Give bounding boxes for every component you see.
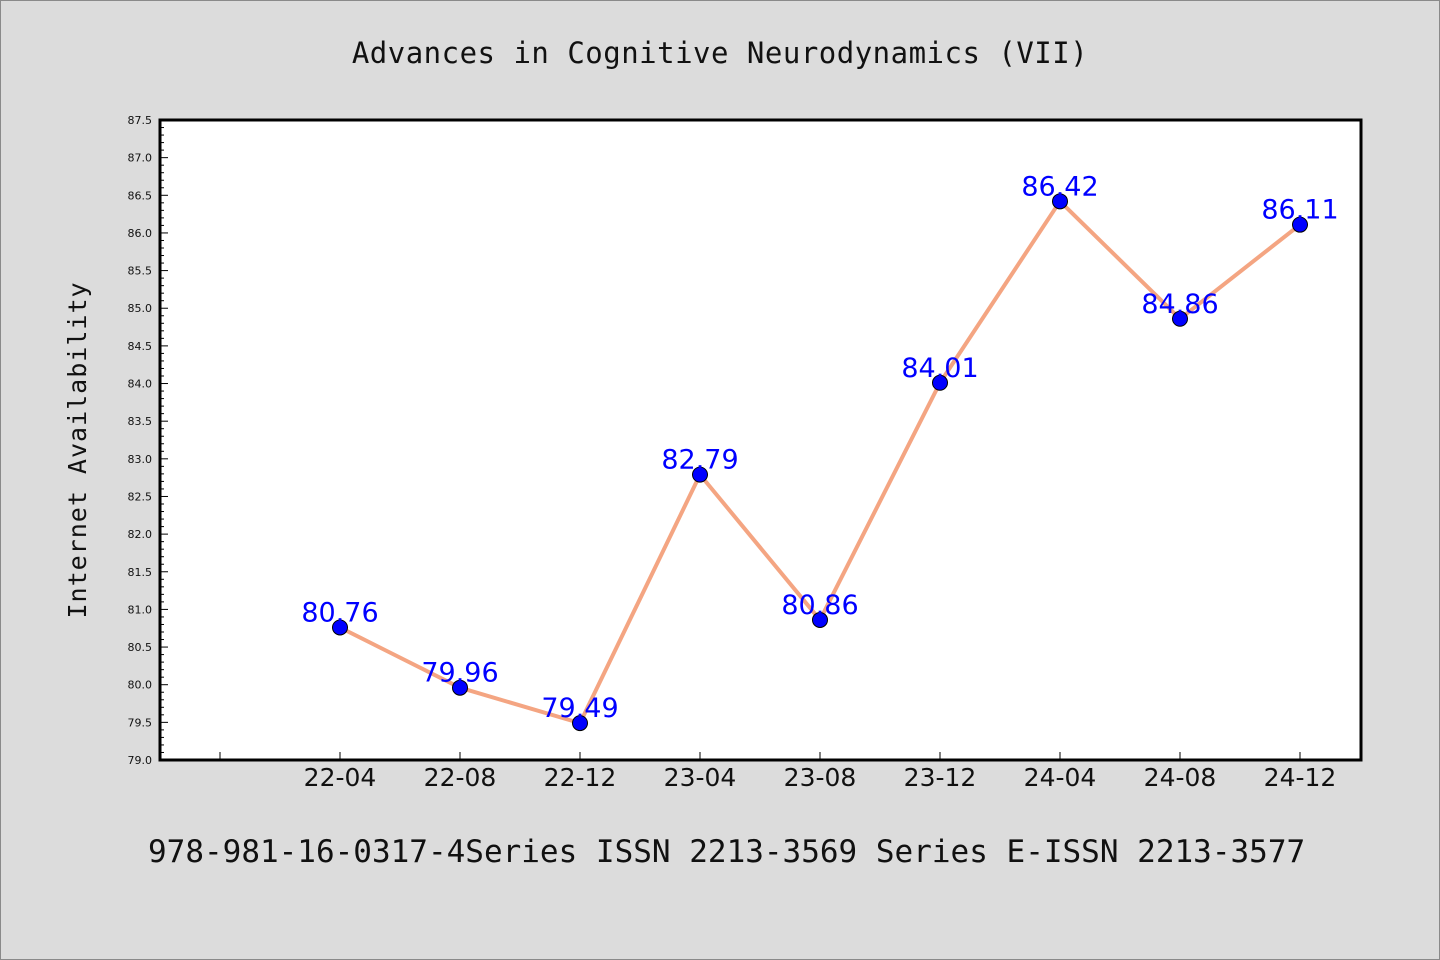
- data-label: 80.76: [301, 597, 378, 628]
- data-label: 84.86: [1141, 289, 1218, 320]
- y-axis: 79.0 79.5 80.0 80.5 81.0 81.5 82.0 82.5 83.0 83.5…: [128, 114, 168, 767]
- y-tick-label: 79.0: [128, 754, 153, 767]
- y-tick-label: 83.5: [128, 415, 153, 428]
- data-label: 86.11: [1261, 195, 1338, 226]
- data-point: [1052, 193, 1068, 210]
- chart-title: Advances in Cognitive Neurodynamics (VII…: [351, 36, 1089, 70]
- x-tick-label: 22-08: [424, 763, 497, 792]
- data-point: [932, 374, 948, 391]
- y-axis-label: Internet Availability: [63, 281, 92, 618]
- y-tick-label: 86.0: [128, 227, 153, 240]
- data-label: 84.01: [901, 353, 978, 384]
- x-tick-label: 24-12: [1264, 763, 1337, 792]
- y-tick-label: 79.5: [128, 716, 153, 729]
- data-label: 82.79: [661, 445, 738, 476]
- plot-area: [158, 118, 1363, 762]
- y-tick-label: 85.0: [128, 302, 153, 315]
- data-point: [572, 715, 588, 732]
- data-label: 80.86: [781, 590, 858, 621]
- y-tick-label: 80.5: [128, 641, 153, 654]
- data-labels: 80.76 79.96 79.49 82.79 80.86 84.01 86.42 84.86…: [301, 171, 1338, 724]
- y-tick-label: 81.0: [128, 603, 153, 616]
- x-axis: 22-04 22-08 22-12 23-04 23-08 23-12 24-04 24-08…: [219, 752, 1337, 792]
- y-tick-label: 84.5: [128, 340, 153, 353]
- x-tick-label: 24-04: [1024, 763, 1097, 792]
- data-point: [1172, 310, 1188, 327]
- series-group: [332, 193, 1308, 732]
- y-tick-label: 85.5: [128, 265, 153, 278]
- x-tick-label: 23-04: [664, 763, 737, 792]
- data-point: [452, 679, 468, 696]
- data-point: [812, 611, 828, 628]
- data-label: 79.49: [541, 693, 618, 724]
- footer-note: 978-981-16-0317-4Series ISSN 2213-3569 S…: [148, 834, 1306, 870]
- data-label: 86.42: [1021, 171, 1098, 202]
- y-tick-label: 83.0: [128, 453, 153, 466]
- data-label: 79.96: [421, 658, 498, 689]
- x-tick-label: 22-04: [304, 763, 377, 792]
- y-tick-label: 82.5: [128, 490, 153, 503]
- x-tick-label: 23-12: [904, 763, 977, 792]
- y-tick-label: 87.5: [128, 114, 153, 127]
- y-tick-label: 81.5: [128, 566, 153, 579]
- y-tick-label: 80.0: [128, 679, 153, 692]
- data-point: [1292, 216, 1308, 233]
- x-tick-label: 22-12: [544, 763, 617, 792]
- data-point: [692, 466, 708, 483]
- y-tick-label: 87.0: [128, 152, 153, 165]
- y-tick-label: 82.0: [128, 528, 153, 541]
- y-tick-label: 84.0: [128, 378, 153, 391]
- data-point: [332, 619, 348, 636]
- x-tick-label: 24-08: [1144, 763, 1217, 792]
- y-tick-label: 86.5: [128, 189, 153, 202]
- x-tick-label: 23-08: [784, 763, 857, 792]
